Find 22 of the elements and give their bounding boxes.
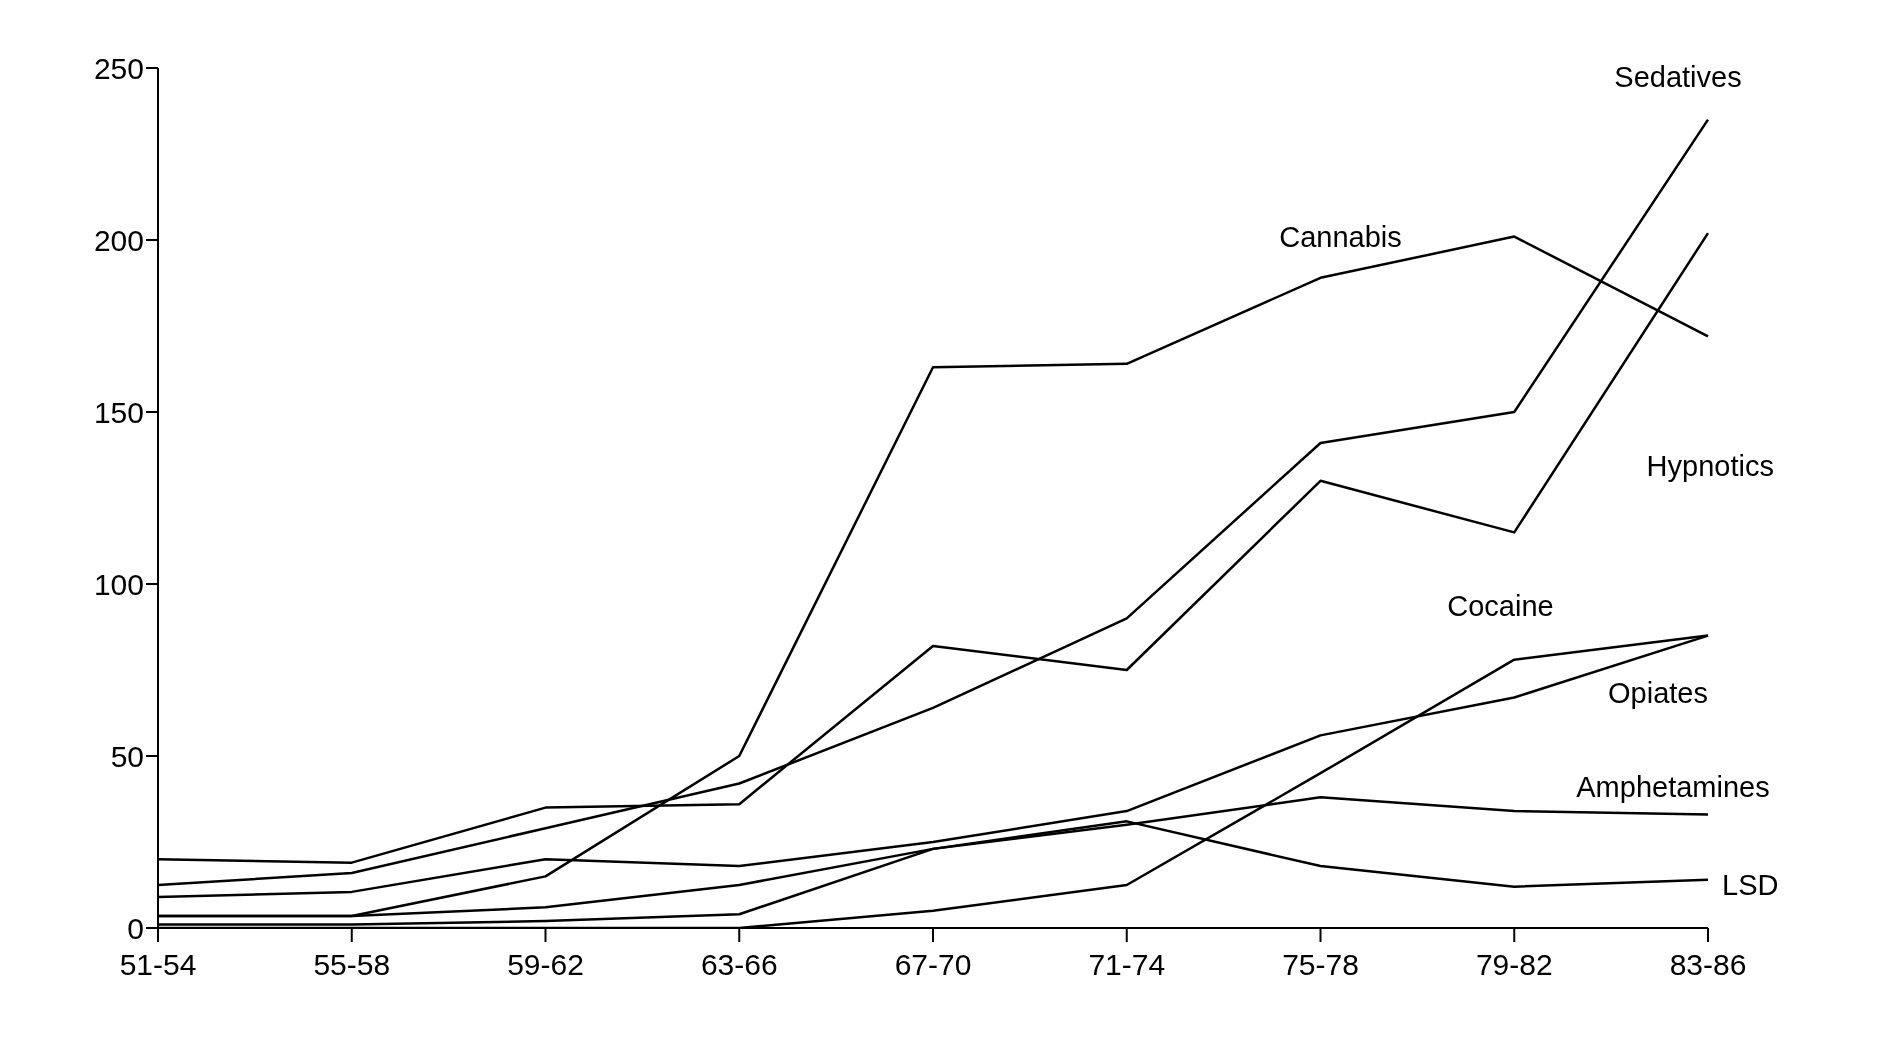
x-tick-label: 51-54 bbox=[119, 948, 197, 982]
text: Hypnotics bbox=[1646, 450, 1774, 483]
x-tick-label: 59-62 bbox=[507, 948, 584, 982]
x-tick-label: 55-58 bbox=[313, 948, 391, 982]
x-tick-label: 63-66 bbox=[700, 948, 778, 982]
y-tick-label: 50 bbox=[110, 739, 144, 773]
x-tick-label: 71-74 bbox=[1088, 948, 1166, 982]
series-label: Cannabis bbox=[1279, 221, 1402, 254]
series-label: Sedatives bbox=[1614, 61, 1742, 94]
x-tick-label: 79-82 bbox=[1475, 948, 1553, 982]
y-tick-label: 250 bbox=[93, 51, 144, 85]
y-tick-label: 200 bbox=[93, 223, 144, 257]
x-tick-label: 67-70 bbox=[894, 948, 972, 982]
x-tick-label: 83-86 bbox=[1669, 948, 1747, 982]
y-tick-label: 100 bbox=[93, 567, 144, 601]
series-label: Opiates bbox=[1608, 677, 1708, 710]
series-label: Cocaine bbox=[1447, 589, 1554, 622]
y-tick-label: 150 bbox=[93, 395, 144, 429]
series-label: LSD bbox=[1722, 869, 1779, 902]
series-label: Amphetamines bbox=[1576, 771, 1770, 804]
x-tick-label: 75-78 bbox=[1282, 948, 1359, 982]
y-tick-label: 0 bbox=[127, 911, 144, 945]
